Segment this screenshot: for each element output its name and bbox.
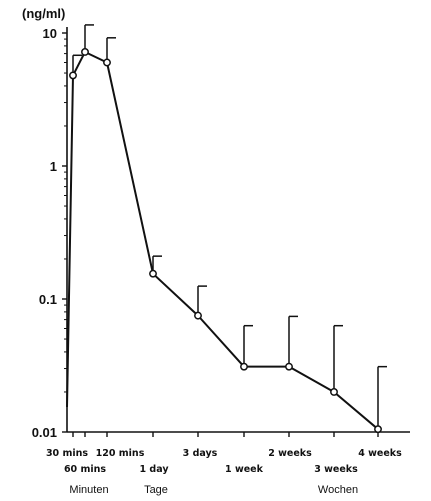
data-point	[240, 362, 248, 371]
data-point	[374, 425, 382, 434]
x-tick-label: 4 weeks	[358, 448, 402, 459]
y-tick-label: 10	[43, 26, 57, 41]
series-line	[66, 50, 379, 430]
x-group-label: Wochen	[318, 484, 358, 496]
data-point	[330, 388, 338, 396]
data-point	[194, 311, 202, 320]
x-tick-label: 3 weeks	[314, 464, 358, 475]
x-tick-label: 30 mins	[46, 448, 88, 459]
y-axis-unit-label: (ng/ml)	[22, 6, 65, 21]
x-tick-label: 120 mins	[96, 448, 145, 459]
y-tick-label: 0.01	[32, 425, 57, 440]
data-point	[69, 71, 77, 80]
x-tick-label: 1 day	[139, 464, 169, 475]
data-point	[103, 58, 111, 67]
y-tick-label: 0.1	[39, 292, 57, 307]
x-tick-label: 2 weeks	[268, 448, 312, 459]
x-group-label: Minuten	[69, 484, 108, 496]
x-group-label: Tage	[144, 484, 168, 496]
x-tick-label: 1 week	[225, 464, 264, 475]
data-point	[149, 269, 157, 278]
y-tick-label: 1	[50, 159, 57, 174]
x-tick-label: 3 days	[183, 448, 218, 459]
data-point	[81, 48, 89, 56]
data-point	[285, 362, 293, 371]
x-tick-label: 60 mins	[64, 464, 106, 475]
